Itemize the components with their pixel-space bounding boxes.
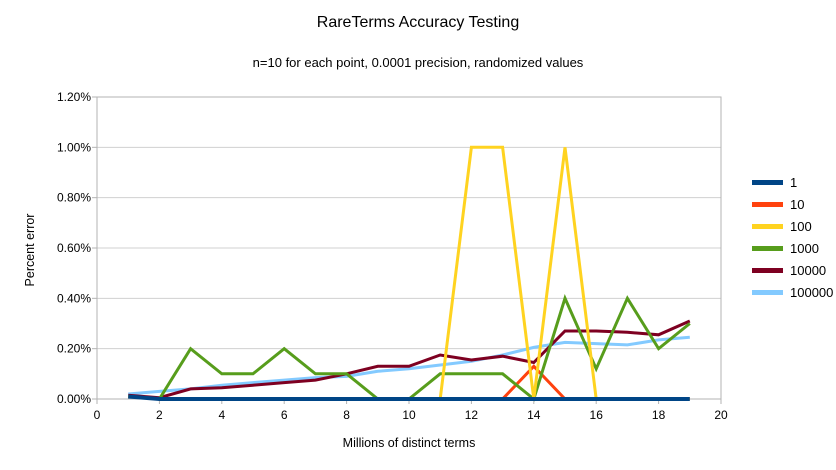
x-tick-label: 12 bbox=[465, 408, 479, 422]
series-line-100000 bbox=[128, 335, 690, 396]
legend-swatch bbox=[752, 179, 783, 185]
x-tick-label: 20 bbox=[714, 408, 728, 422]
x-tick-label: 0 bbox=[94, 408, 101, 422]
x-tick-label: 18 bbox=[652, 408, 666, 422]
y-tick-label: 0.60% bbox=[57, 241, 91, 255]
legend: 1 10 100 1000 10000 100000 bbox=[752, 171, 833, 303]
legend-swatch bbox=[752, 267, 783, 273]
legend-label: 100 bbox=[790, 218, 812, 234]
x-axis-title: Millions of distinct terms bbox=[342, 436, 476, 450]
legend-item-10000: 10000 bbox=[752, 259, 833, 281]
y-tick-label: 0.40% bbox=[57, 291, 91, 305]
y-tick-label: 1.20% bbox=[57, 90, 91, 104]
legend-item-1000: 1000 bbox=[752, 237, 833, 259]
legend-swatch bbox=[752, 245, 783, 251]
y-tick-label: 0.20% bbox=[57, 342, 91, 356]
legend-label: 10000 bbox=[790, 262, 827, 278]
legend-item-1: 1 bbox=[752, 171, 833, 193]
series-line-1 bbox=[128, 394, 690, 401]
legend-swatch bbox=[752, 289, 783, 295]
legend-item-100: 100 bbox=[752, 215, 833, 237]
chart-title: RareTerms Accuracy Testing bbox=[316, 14, 520, 31]
y-tick-label: 1.00% bbox=[57, 140, 91, 154]
series-line-100 bbox=[128, 145, 690, 401]
legend-label: 1 bbox=[790, 174, 798, 190]
x-tick-label: 14 bbox=[527, 408, 541, 422]
x-tick-label: 2 bbox=[156, 408, 163, 422]
legend-label: 100000 bbox=[790, 284, 834, 300]
y-tick-label: 0.00% bbox=[57, 392, 91, 406]
legend-swatch bbox=[752, 201, 783, 207]
x-tick-label: 10 bbox=[402, 408, 416, 422]
x-tick-label: 6 bbox=[281, 408, 288, 422]
x-tick-label: 16 bbox=[590, 408, 604, 422]
legend-swatch bbox=[752, 223, 783, 229]
y-tick-label: 0.80% bbox=[57, 191, 91, 205]
legend-label: 10 bbox=[790, 196, 805, 212]
x-tick-label: 8 bbox=[343, 408, 350, 422]
legend-item-100000: 100000 bbox=[752, 281, 833, 303]
chart-subtitle: n=10 for each point, 0.0001 precision, r… bbox=[252, 55, 584, 70]
series-line-10000 bbox=[128, 319, 691, 400]
series-line-10 bbox=[128, 364, 690, 401]
legend-item-10: 10 bbox=[752, 193, 833, 215]
legend-label: 1000 bbox=[790, 240, 819, 256]
x-tick-label: 4 bbox=[218, 408, 225, 422]
